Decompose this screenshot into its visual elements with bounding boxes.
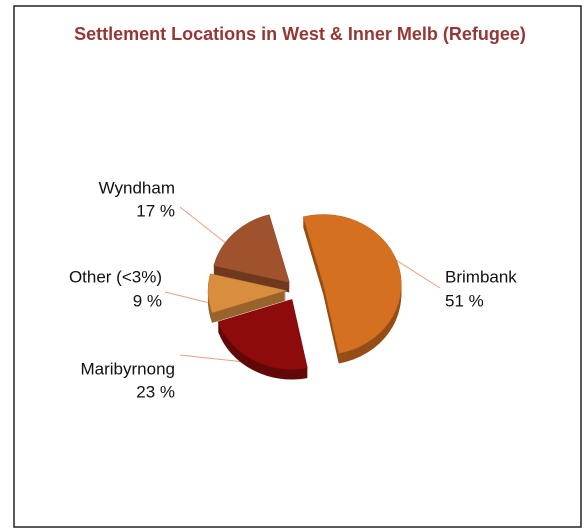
slice-value: 51 % [445, 291, 484, 310]
leader-line [179, 206, 233, 249]
slice [302, 214, 402, 354]
slice [213, 214, 290, 283]
slice-value: 9 % [133, 291, 162, 310]
slice-value: 23 % [136, 382, 175, 401]
slice-label: Maribyrnong [81, 359, 176, 378]
chart-frame [13, 5, 582, 528]
slice-label: Other (<3%) [69, 267, 162, 286]
slice-label: Wyndham [99, 178, 175, 197]
slice-value: 17 % [136, 201, 175, 220]
slice [207, 273, 287, 314]
slice [217, 299, 308, 370]
slice-label: Brimbank [445, 267, 517, 286]
chart-title: Settlement Locations in West & Inner Mel… [74, 24, 526, 44]
